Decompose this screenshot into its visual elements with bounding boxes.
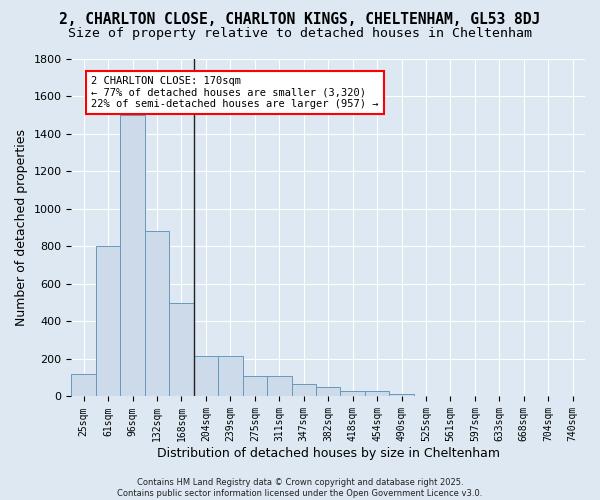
Text: 2 CHARLTON CLOSE: 170sqm
← 77% of detached houses are smaller (3,320)
22% of sem: 2 CHARLTON CLOSE: 170sqm ← 77% of detach…	[91, 76, 379, 109]
Bar	[96, 246, 121, 396]
Bar	[71, 374, 96, 396]
X-axis label: Distribution of detached houses by size in Cheltenham: Distribution of detached houses by size …	[157, 447, 500, 460]
Text: Contains HM Land Registry data © Crown copyright and database right 2025.
Contai: Contains HM Land Registry data © Crown c…	[118, 478, 482, 498]
Bar	[267, 376, 292, 396]
Bar	[316, 387, 340, 396]
Text: Size of property relative to detached houses in Cheltenham: Size of property relative to detached ho…	[68, 28, 532, 40]
Bar	[292, 384, 316, 396]
Y-axis label: Number of detached properties: Number of detached properties	[15, 129, 28, 326]
Bar	[121, 115, 145, 396]
Text: 2, CHARLTON CLOSE, CHARLTON KINGS, CHELTENHAM, GL53 8DJ: 2, CHARLTON CLOSE, CHARLTON KINGS, CHELT…	[59, 12, 541, 28]
Bar	[218, 356, 242, 397]
Bar	[340, 391, 365, 396]
Bar	[242, 376, 267, 396]
Bar	[389, 394, 414, 396]
Bar	[145, 232, 169, 396]
Bar	[169, 302, 194, 396]
Bar	[194, 356, 218, 397]
Bar	[365, 391, 389, 396]
